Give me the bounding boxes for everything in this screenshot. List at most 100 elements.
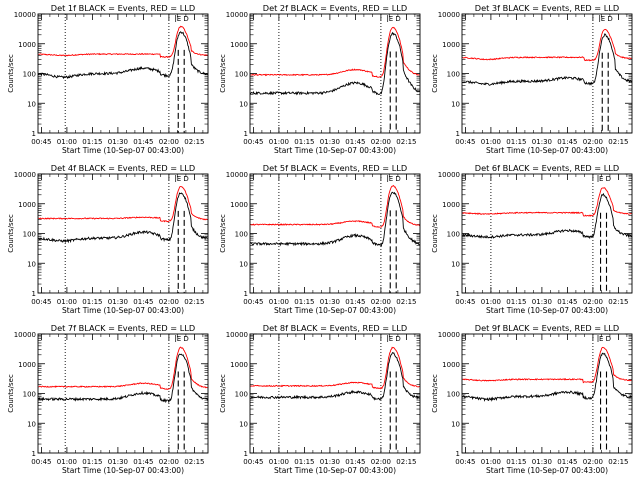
x-tick-label: 01:00	[481, 138, 501, 146]
x-tick-label: 02:00	[583, 458, 603, 466]
x-tick-label: 02:00	[159, 138, 179, 146]
x-tick-label: 01:45	[133, 138, 153, 146]
x-tick-label: 01:30	[320, 138, 340, 146]
x-tick-label: 01:15	[294, 298, 314, 306]
y-tick-label: 100	[447, 231, 460, 239]
x-tick-label: 01:45	[345, 458, 365, 466]
chart-title: Det 7f BLACK = Events, RED = LLD	[51, 323, 195, 333]
x-tick-label: 00:45	[455, 458, 475, 466]
y-tick-label: 10000	[226, 11, 248, 19]
y-axis-label: Counts/sec	[431, 214, 439, 253]
chart-title: Det 5f BLACK = Events, RED = LLD	[263, 163, 407, 173]
x-tick-label: 00:45	[31, 458, 51, 466]
x-tick-label: 02:00	[159, 298, 179, 306]
x-axis-label: Start Time (10-Sep-07 00:43:00)	[62, 306, 184, 315]
events-series-line	[250, 351, 420, 401]
y-tick-label: 100	[235, 391, 248, 399]
y-axis-label: Counts/sec	[219, 54, 227, 93]
x-tick-label: 00:45	[243, 138, 263, 146]
y-tick-label: 1	[244, 290, 248, 298]
x-tick-label: 01:00	[269, 298, 289, 306]
x-tick-label: 01:30	[108, 458, 128, 466]
time-marker-label: E	[177, 335, 181, 343]
y-tick-label: 1	[456, 450, 460, 458]
time-marker-label: D	[183, 15, 188, 23]
events-series-line	[462, 192, 632, 240]
x-tick-label: 02:15	[608, 458, 628, 466]
y-tick-label: 1	[456, 290, 460, 298]
x-tick-label: 00:45	[31, 298, 51, 306]
plot-frame	[249, 13, 421, 134]
plot-frame	[249, 173, 421, 294]
x-tick-label: 02:00	[371, 138, 391, 146]
y-tick-label: 10	[451, 100, 460, 108]
y-tick-label: 100	[23, 71, 36, 79]
time-marker-label: D	[607, 15, 612, 23]
x-tick-label: 02:00	[583, 298, 603, 306]
x-tick-label: 02:00	[159, 458, 179, 466]
lld-series-line	[38, 25, 208, 59]
y-tick-label: 10	[451, 420, 460, 428]
lld-series-line	[250, 346, 420, 390]
y-tick-label: 1	[32, 290, 36, 298]
y-tick-label: 1	[244, 130, 248, 138]
x-axis-label: Start Time (10-Sep-07 00:43:00)	[274, 306, 396, 315]
x-tick-label: 01:45	[133, 458, 153, 466]
lld-series-line	[462, 28, 632, 62]
x-tick-label: 01:45	[133, 298, 153, 306]
y-tick-label: 10000	[438, 171, 460, 179]
y-axis-label: Counts/sec	[219, 214, 227, 253]
y-tick-label: 1000	[230, 361, 248, 369]
x-tick-label: 01:00	[269, 138, 289, 146]
y-axis-label: Counts/sec	[431, 54, 439, 93]
x-tick-label: 02:15	[396, 458, 416, 466]
time-marker-label: E	[599, 335, 603, 343]
y-tick-label: 10	[451, 260, 460, 268]
y-tick-label: 100	[23, 231, 36, 239]
chart-panel-1: Det 1f BLACK = Events, RED = LLD 1 10 100 10…	[7, 3, 209, 155]
x-tick-label: 01:00	[57, 138, 77, 146]
x-tick-label: 00:45	[243, 298, 263, 306]
x-tick-label: 01:30	[108, 298, 128, 306]
x-tick-label: 02:00	[583, 138, 603, 146]
y-tick-label: 1000	[442, 361, 460, 369]
events-series-line	[462, 352, 632, 402]
x-tick-label: 02:00	[371, 458, 391, 466]
time-marker-label: E	[389, 335, 393, 343]
time-marker-label: D	[395, 175, 400, 183]
chart-panel-4: Det 4f BLACK = Events, RED = LLD 1 10 100 10…	[7, 163, 209, 315]
x-axis-label: Start Time (10-Sep-07 00:43:00)	[274, 466, 396, 475]
y-tick-label: 1000	[230, 201, 248, 209]
x-tick-label: 01:15	[294, 458, 314, 466]
x-tick-label: 01:00	[481, 458, 501, 466]
chart-title: Det 8f BLACK = Events, RED = LLD	[263, 323, 407, 333]
chart-panel-3: Det 3f BLACK = Events, RED = LLD 1 10 100 10…	[431, 3, 633, 155]
x-tick-label: 01:15	[506, 458, 526, 466]
y-tick-label: 1	[456, 130, 460, 138]
plot-frame	[37, 13, 209, 134]
x-tick-label: 01:30	[532, 298, 552, 306]
lld-series-line	[250, 26, 420, 78]
y-tick-label: 10	[27, 420, 36, 428]
y-tick-label: 1000	[18, 201, 36, 209]
lld-series-line	[38, 346, 208, 391]
x-tick-label: 01:15	[506, 298, 526, 306]
chart-title: Det 6f BLACK = Events, RED = LLD	[475, 163, 619, 173]
y-axis-label: Counts/sec	[219, 374, 227, 413]
y-tick-label: 100	[447, 391, 460, 399]
x-tick-label: 01:15	[82, 458, 102, 466]
x-axis-label: Start Time (10-Sep-07 00:43:00)	[486, 146, 608, 155]
time-marker-label: E	[599, 175, 603, 183]
plot-frame	[461, 173, 633, 294]
x-tick-label: 02:00	[371, 298, 391, 306]
x-tick-label: 00:45	[455, 298, 475, 306]
x-tick-label: 01:45	[345, 138, 365, 146]
y-tick-label: 1000	[442, 201, 460, 209]
time-marker-label: D	[395, 335, 400, 343]
x-tick-label: 01:30	[532, 458, 552, 466]
y-tick-label: 100	[235, 231, 248, 239]
time-marker-label: E	[177, 175, 181, 183]
y-tick-label: 1000	[18, 361, 36, 369]
chart-title: Det 9f BLACK = Events, RED = LLD	[475, 323, 619, 333]
